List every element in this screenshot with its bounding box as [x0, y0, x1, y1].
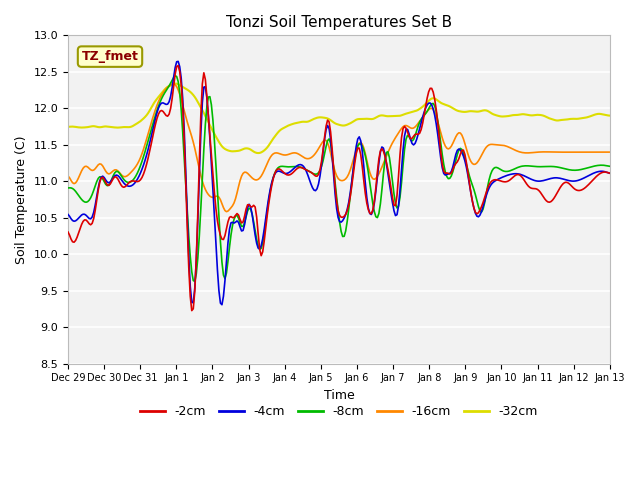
Text: TZ_fmet: TZ_fmet	[81, 50, 138, 63]
Title: Tonzi Soil Temperatures Set B: Tonzi Soil Temperatures Set B	[226, 15, 452, 30]
X-axis label: Time: Time	[323, 389, 355, 402]
Y-axis label: Soil Temperature (C): Soil Temperature (C)	[15, 135, 28, 264]
Legend: -2cm, -4cm, -8cm, -16cm, -32cm: -2cm, -4cm, -8cm, -16cm, -32cm	[134, 400, 543, 423]
